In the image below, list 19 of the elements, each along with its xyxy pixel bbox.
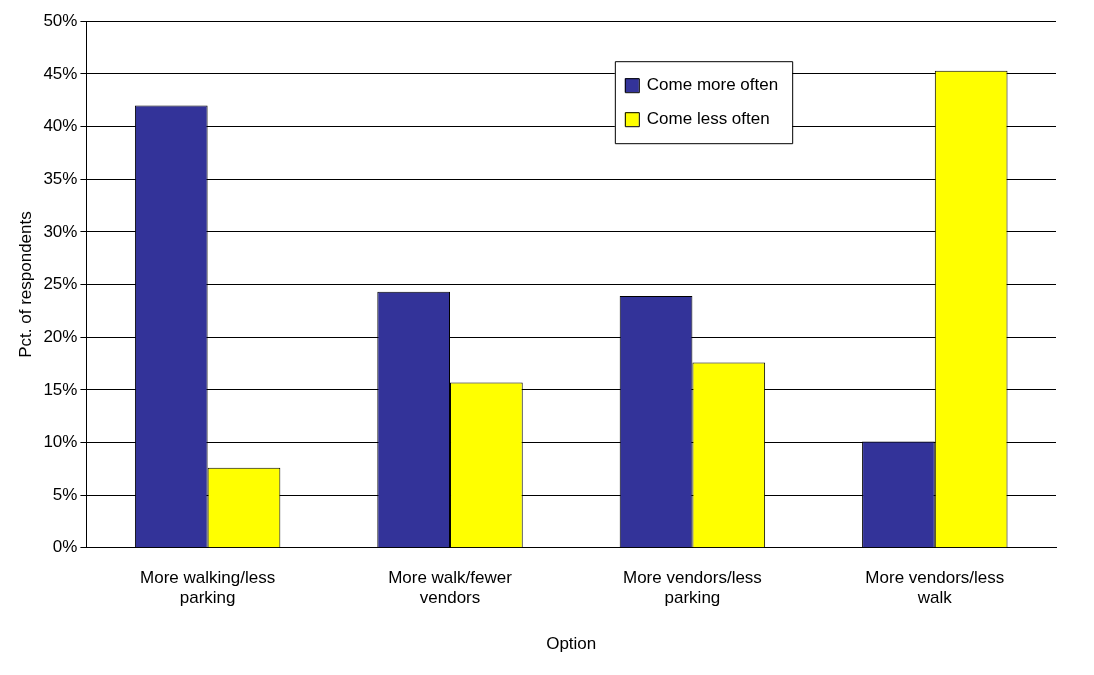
y-tick-label: 25% xyxy=(43,274,78,294)
x-axis-title: Option xyxy=(546,634,597,654)
y-axis-title: Pct. of respondents xyxy=(15,211,35,358)
y-tick-label: 40% xyxy=(43,116,78,136)
x-tick-label: More walk/fewer vendors xyxy=(388,567,513,608)
x-tick-label: More walking/less parking xyxy=(140,567,276,608)
y-tick-label: 15% xyxy=(43,379,78,399)
legend-label: Come more often xyxy=(646,74,779,94)
y-tick-label: 35% xyxy=(43,168,78,188)
y-tick-label: 50% xyxy=(43,10,78,30)
x-tick-label: More vendors/less parking xyxy=(622,567,762,608)
y-tick-label: 0% xyxy=(52,537,78,557)
y-tick-label: 30% xyxy=(43,221,78,241)
legend-label: Come less often xyxy=(646,108,770,128)
y-tick-label: 10% xyxy=(43,432,78,452)
y-tick-label: 20% xyxy=(43,326,78,346)
y-tick-label: 5% xyxy=(52,484,78,504)
x-tick-label: More vendors/less walk xyxy=(865,567,1005,608)
y-tick-label: 45% xyxy=(43,63,78,83)
